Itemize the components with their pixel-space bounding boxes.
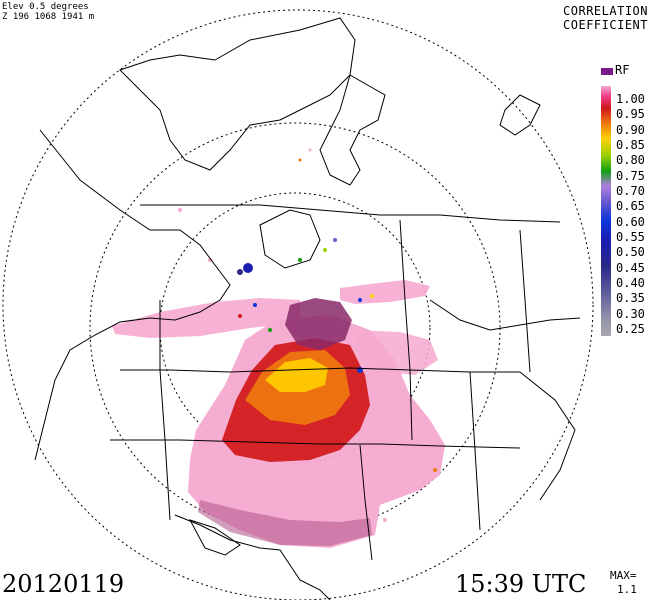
echo-purple-south bbox=[198, 500, 372, 546]
border-line bbox=[159, 300, 171, 521]
border-line bbox=[399, 219, 413, 441]
border-line bbox=[519, 371, 576, 501]
speckle bbox=[238, 314, 242, 318]
speckle bbox=[370, 294, 374, 298]
colorbar-tick-label: 0.70 bbox=[616, 183, 645, 198]
coastline-west bbox=[34, 129, 231, 461]
speckle bbox=[333, 238, 337, 242]
border-line bbox=[120, 367, 520, 373]
coastline-south-bay bbox=[188, 519, 241, 556]
speckle bbox=[178, 208, 182, 212]
time-label: 15:39 UTC bbox=[455, 570, 587, 598]
colorbar-tick-label: 0.40 bbox=[616, 275, 645, 290]
range-ring-outer bbox=[2, 9, 594, 600]
colorbar-tick-label: 0.95 bbox=[616, 107, 645, 122]
echo-pink-east-lobe bbox=[355, 330, 438, 375]
border-line bbox=[110, 439, 521, 449]
rf-swatch bbox=[601, 68, 613, 75]
elevation-label: Elev 0.5 degrees bbox=[2, 2, 89, 12]
echo-field bbox=[112, 148, 445, 548]
speckle bbox=[298, 158, 302, 162]
colorbar-tick-label: 0.35 bbox=[616, 291, 645, 306]
echo-pink-east-streak bbox=[340, 280, 430, 304]
speckle bbox=[268, 328, 272, 332]
colorbar-tick-label: 0.85 bbox=[616, 137, 645, 152]
colorbar-tick-label: 0.25 bbox=[616, 321, 645, 336]
echo-pink-west-streak bbox=[112, 298, 300, 338]
product-title-line1: CORRELATION bbox=[563, 4, 648, 18]
colorbar-tick-label: 0.90 bbox=[616, 122, 645, 137]
inner-shoreline bbox=[259, 209, 321, 269]
border-line bbox=[429, 299, 581, 331]
coastline-east-hook bbox=[499, 94, 541, 136]
speckle bbox=[358, 298, 362, 302]
colorbar-tick-label: 0.80 bbox=[616, 153, 645, 168]
border-line bbox=[359, 444, 373, 561]
border-line bbox=[519, 229, 531, 373]
border-horizontal bbox=[140, 204, 561, 223]
colorbar-tick-label: 0.30 bbox=[616, 306, 645, 321]
colorbar-tick-label: 0.50 bbox=[616, 245, 645, 260]
speckle bbox=[323, 248, 327, 252]
rf-label: RF bbox=[615, 63, 630, 77]
map-boundaries bbox=[34, 17, 581, 600]
height-label: Z 196 1068 1941 m bbox=[2, 12, 95, 22]
product-title-line2: COEFFICIENT bbox=[563, 18, 648, 32]
colorbar-tick-label: 0.55 bbox=[616, 229, 645, 244]
colorbar-tick-label: 0.60 bbox=[616, 214, 645, 229]
echo-purple-center bbox=[285, 298, 352, 350]
speckle bbox=[237, 269, 243, 275]
echo-yellow-core bbox=[265, 358, 328, 392]
coastline-north bbox=[119, 17, 356, 171]
speckle bbox=[253, 303, 257, 307]
max-label: MAX= bbox=[610, 569, 637, 582]
coastline-north-inlet bbox=[319, 74, 386, 186]
speckle bbox=[433, 468, 437, 472]
colorbar bbox=[601, 86, 611, 336]
speckle bbox=[383, 518, 387, 522]
border-line bbox=[469, 371, 481, 531]
speckle bbox=[243, 263, 253, 273]
colorbar-tick-label: 0.45 bbox=[616, 260, 645, 275]
date-label: 20120119 bbox=[2, 570, 125, 598]
colorbar-tick-label: 0.75 bbox=[616, 168, 645, 183]
max-value: 1.1 bbox=[617, 583, 637, 596]
echo-speckles bbox=[178, 148, 437, 522]
colorbar-tick-label: 0.65 bbox=[616, 199, 645, 214]
colorbar-tick-label: 1.00 bbox=[616, 92, 645, 106]
coastline-south bbox=[174, 514, 331, 600]
speckle bbox=[298, 258, 302, 262]
speckle bbox=[308, 148, 312, 152]
